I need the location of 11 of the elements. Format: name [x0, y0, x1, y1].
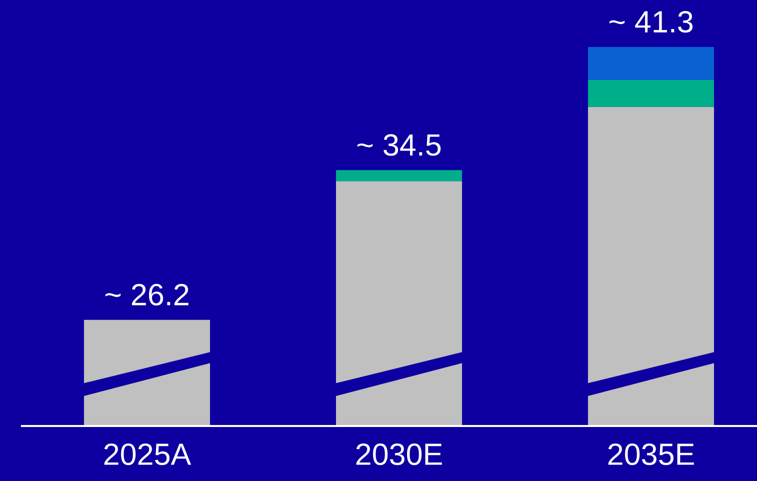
- bar: [336, 170, 462, 182]
- annotation: ~ 34.5: [357, 134, 441, 156]
- bar: [588, 47, 714, 80]
- x-tick-label: 2025A: [104, 443, 192, 466]
- bar: [588, 106, 714, 426]
- x-tick-label: 2035E: [608, 443, 694, 466]
- x-tick-label: 2030E: [356, 443, 442, 466]
- annotation: ~ 26.2: [105, 284, 188, 306]
- bar: [588, 80, 714, 107]
- annotation: ~ 41.3: [609, 10, 693, 33]
- bar: [336, 181, 462, 426]
